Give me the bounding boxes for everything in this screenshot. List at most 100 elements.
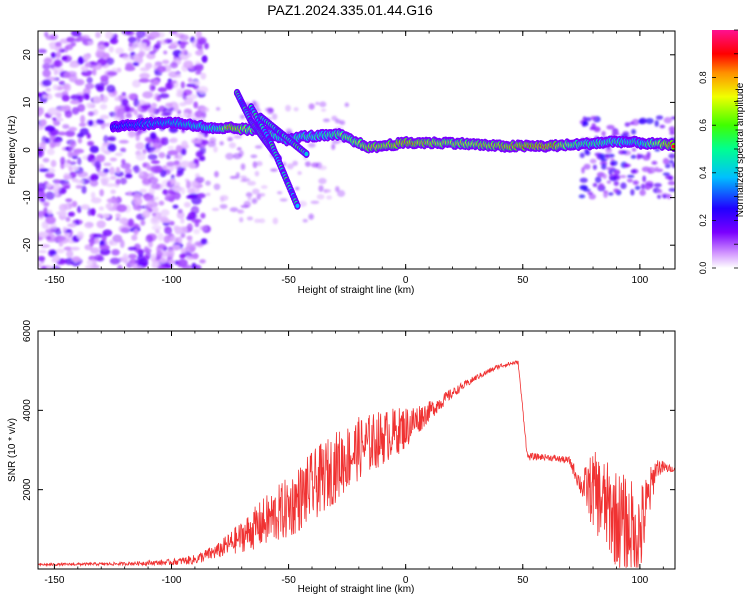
x-tick-label: -150 (44, 575, 64, 586)
spectrogram-blob (86, 259, 96, 266)
spectrogram-blob (143, 246, 149, 253)
spectrogram-blob (602, 173, 607, 180)
spectrogram-blob (326, 195, 333, 200)
spectrogram-blob (110, 189, 116, 195)
spectrogram-blob (644, 185, 651, 190)
spectrogram-blob (82, 93, 90, 100)
spectrogram-blob (191, 140, 202, 144)
spectrogram-blob (316, 194, 325, 200)
spectrogram-blob (96, 85, 105, 92)
spectrogram-blob (175, 173, 182, 178)
spectrogram-blob (176, 166, 185, 175)
spectrogram-blob (659, 124, 666, 129)
spectrogram-blob (311, 162, 319, 168)
spectrogram-blob (318, 185, 324, 192)
spectrogram-blob (161, 59, 170, 65)
spectrogram-blob (135, 132, 140, 142)
spectrogram-blob (39, 141, 47, 150)
spectrogram-blob (58, 80, 66, 86)
spectrogram-blob (156, 250, 163, 258)
spectrogram-blob (71, 151, 80, 156)
spectrogram-blob (227, 136, 233, 142)
spectrogram-blob (260, 185, 268, 189)
spectrogram-blob (186, 242, 192, 249)
spectrogram-blob (94, 254, 104, 262)
y-tick-label: -20 (22, 238, 33, 253)
spectrogram-blob (109, 257, 121, 265)
spectrogram-blob (302, 218, 308, 223)
spectrogram-blob (607, 192, 614, 196)
spectrogram-blob (642, 154, 651, 161)
spectrogram-blob (609, 175, 617, 182)
spectrogram-blob (121, 31, 133, 35)
spectrogram-blob (225, 152, 234, 160)
spectrogram-blob (135, 142, 145, 150)
spectrogram-blob (45, 183, 53, 188)
spectrogram-blob (77, 157, 82, 166)
spectrogram-blob (68, 166, 73, 172)
spectrogram-blob (125, 173, 133, 179)
spectrogram-blob (191, 218, 202, 223)
spectrogram-blob (140, 219, 146, 226)
spectrogram-blob (45, 235, 52, 240)
spectrogram-blob (43, 57, 53, 65)
spectrogram-blob (74, 78, 85, 86)
spectrogram-blob (173, 104, 179, 112)
spectrogram-blob (69, 62, 80, 68)
spectrogram-blob (147, 200, 153, 206)
spectrogram-blob (195, 49, 204, 56)
spectrogram-blob (187, 188, 195, 194)
spectrogram-blob (177, 109, 182, 115)
spectrogram-blob (104, 31, 114, 40)
spectrogram-blob (199, 259, 206, 264)
snr-frame (37, 330, 676, 570)
spectrogram-blob (193, 228, 200, 235)
spectrogram-blob (180, 247, 186, 253)
spectrogram-blob (671, 162, 675, 169)
spectrogram-blob (620, 182, 627, 190)
spectrogram-blob (48, 249, 57, 256)
spectrogram-blob (151, 253, 156, 260)
spectrogram-blob (50, 52, 57, 59)
spectrogram-blob (619, 175, 627, 179)
x-tick-label: 50 (517, 575, 529, 586)
spectrogram-blob (158, 200, 165, 206)
spectrogram-blob (38, 191, 46, 198)
spectrogram-blob (279, 198, 288, 202)
spectrogram-blob (115, 212, 121, 219)
spectrogram-blob (603, 191, 608, 199)
spectrogram-blob (38, 107, 44, 116)
spectrogram-blob (239, 114, 245, 120)
spectrogram-blob (245, 192, 253, 198)
spectrogram-blob (50, 141, 57, 149)
spectrogram-blob (133, 98, 140, 107)
colorbar-tick-label: 0.6 (698, 119, 708, 132)
spectrogram-blob (89, 179, 99, 187)
spectrogram-blob (67, 211, 76, 217)
spectrogram-blob (180, 217, 185, 224)
spectrogram-y-axis: -20 -10 0 10 20 (22, 49, 675, 253)
spectrogram-blob (108, 46, 114, 53)
spectrogram-blob (139, 188, 147, 194)
spectrogram-blob (77, 171, 89, 178)
spectrogram-blob (116, 108, 126, 115)
spectrogram-blob (77, 32, 82, 38)
spectrogram-blob (171, 74, 182, 78)
spectrogram-blob (608, 168, 613, 176)
spectrogram-blob (138, 51, 145, 58)
spectrogram-blob (124, 167, 132, 175)
spectrogram-blob (612, 132, 620, 136)
spectrogram-blob (251, 188, 260, 195)
spectrogram-blob (589, 158, 597, 164)
spectrogram-blob (211, 207, 220, 212)
spectrogram-blob (173, 160, 180, 166)
spectrogram-blob (76, 205, 82, 214)
spectrogram-blob (178, 226, 188, 234)
spectrogram-blob (60, 156, 66, 165)
spectrogram-blob (114, 96, 121, 102)
spectrogram-blob (109, 37, 119, 45)
spectrogram-blob (669, 131, 675, 136)
spectrogram-blob (201, 55, 208, 63)
spectrogram-blob (276, 191, 283, 195)
spectrogram-blob (64, 232, 70, 238)
